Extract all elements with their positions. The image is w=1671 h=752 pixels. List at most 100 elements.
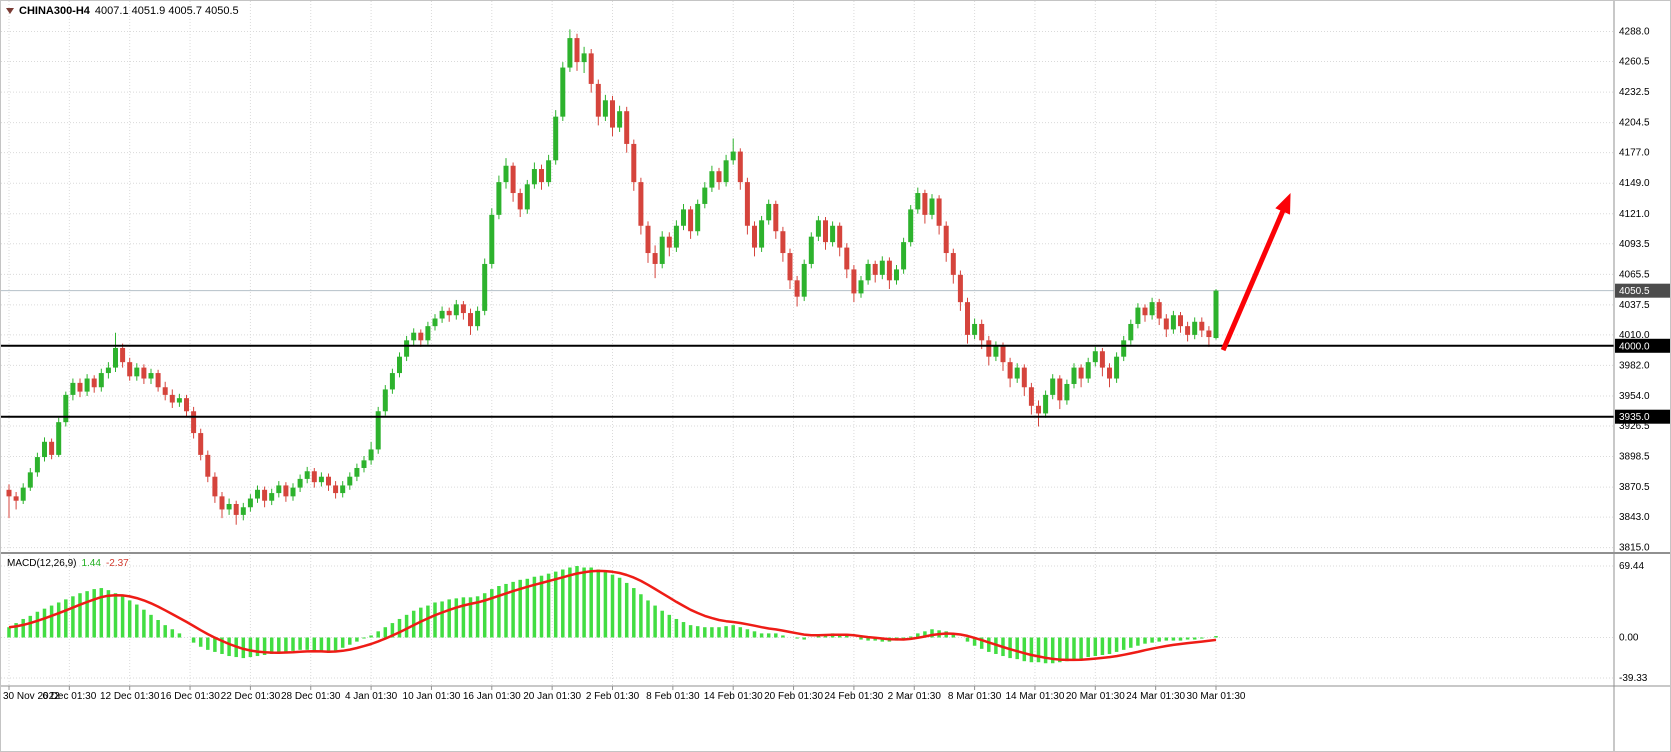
price-axis-label: 4149.0 (1619, 178, 1650, 189)
price-axis-label: 4093.5 (1619, 239, 1650, 250)
bear-candle (49, 441, 55, 455)
time-axis-label: 20 Mar 01:30 (1066, 691, 1125, 702)
bull-candle (1135, 307, 1141, 324)
bear-candle (624, 111, 630, 144)
up-trend-arrow-head[interactable] (1275, 193, 1291, 215)
bull-candle (425, 326, 431, 341)
bull-candle (681, 209, 686, 226)
bull-candle (524, 184, 530, 210)
price-axis[interactable]: 4288.0 4260.5 4232.5 4204.5 4177.0 4149.0 4121… (1615, 27, 1670, 684)
time-axis-label: 8 Mar 01:30 (948, 691, 1002, 702)
bear-candle (283, 485, 289, 497)
bull-candle (269, 493, 275, 501)
bull-candle (375, 411, 381, 450)
bull-candle (673, 225, 679, 248)
bull-candle (659, 236, 665, 264)
price-axis-label: 3982.0 (1619, 360, 1650, 371)
current-price-badge-label: 4050.5 (1619, 286, 1650, 297)
macd-signal-line (8, 569, 1217, 662)
bull-candle (56, 422, 62, 455)
bull-candle (113, 347, 118, 368)
bear-candle (219, 496, 225, 510)
bear-candle (794, 280, 800, 297)
bear-candle (169, 394, 175, 403)
time-axis-label: 24 Mar 01:30 (1126, 691, 1185, 702)
bear-candle (1156, 302, 1162, 319)
bear-candle (1028, 387, 1034, 406)
bear-candle (872, 263, 878, 275)
symbol-dropdown-icon[interactable] (6, 8, 14, 14)
price-axis-label: 3926.5 (1619, 421, 1650, 432)
bear-candle (1142, 307, 1148, 316)
bear-candle (588, 53, 594, 84)
bear-candle (823, 220, 828, 243)
bull-candle (226, 503, 232, 510)
bear-candle (737, 151, 743, 183)
bear-candle (1206, 330, 1212, 338)
bull-candle (879, 260, 885, 275)
ohlc-values: 4007.1 4051.9 4005.7 4050.5 (94, 5, 239, 17)
bull-candle (993, 345, 999, 357)
bear-candle (1107, 367, 1112, 379)
bull-candle (439, 310, 445, 319)
bull-candle (894, 269, 899, 281)
bear-candle (1057, 378, 1063, 401)
indicator-signal-value: -2.37 (105, 558, 129, 569)
indicator-main-value: 1.44 (81, 558, 101, 569)
bear-candle (986, 340, 992, 357)
price-axis-label: 4177.0 (1619, 148, 1650, 159)
hline-price-badge-label: 3935.0 (1619, 412, 1650, 423)
bear-candle (510, 165, 516, 194)
bear-candle (155, 373, 161, 388)
bear-candle (77, 382, 83, 392)
bear-candle (1007, 362, 1013, 379)
bear-candle (1099, 351, 1105, 368)
time-axis-label: 16 Jan 01:30 (463, 691, 521, 702)
bear-candle (844, 247, 850, 270)
bear-candle (886, 260, 892, 281)
hline-price-badge (1615, 338, 1670, 353)
bull-candle (496, 182, 502, 215)
bull-candle (304, 471, 310, 479)
bear-candle (517, 193, 523, 210)
time-axis-label: 30 Nov 2022 (3, 691, 60, 702)
time-axis-label: 10 Jan 01:30 (403, 691, 461, 702)
bull-candle (318, 476, 324, 483)
bear-candle (631, 143, 637, 183)
bear-candle (837, 225, 843, 248)
price-axis-label: 4065.5 (1619, 269, 1650, 280)
bull-candle (276, 485, 282, 494)
bull-candle (1085, 362, 1091, 379)
hline-price-badge (1615, 409, 1670, 424)
bull-candle (858, 280, 864, 294)
time-axis-label: 24 Feb 01:30 (824, 691, 883, 702)
bear-candle (1021, 367, 1027, 388)
bear-candle (141, 367, 147, 379)
bull-candle (42, 441, 47, 458)
bull-candle (1128, 323, 1134, 341)
grid (1, 1, 1614, 686)
bear-candle (943, 225, 949, 254)
bear-candle (574, 38, 580, 63)
bull-candle (148, 373, 154, 379)
bear-candle (468, 313, 473, 327)
bear-candle (460, 304, 466, 314)
current-price-badge (1615, 283, 1670, 298)
bull-candle (176, 398, 182, 403)
bear-candle (851, 269, 857, 294)
chart-objects[interactable] (1, 193, 1614, 418)
bull-candle (134, 367, 140, 377)
bull-candle (453, 304, 459, 316)
price-axis-label: 4204.5 (1619, 118, 1650, 129)
price-axis-label: 3898.5 (1619, 452, 1650, 463)
bull-candle (1213, 290, 1219, 339)
bull-candle (972, 323, 978, 335)
bull-candle (290, 487, 296, 497)
bull-candle (1092, 351, 1098, 363)
up-trend-arrow[interactable] (1220, 206, 1287, 352)
time-axis-label: 30 Mar 01:30 (1187, 691, 1246, 702)
bull-candle (63, 394, 69, 423)
bear-candle (127, 362, 133, 377)
